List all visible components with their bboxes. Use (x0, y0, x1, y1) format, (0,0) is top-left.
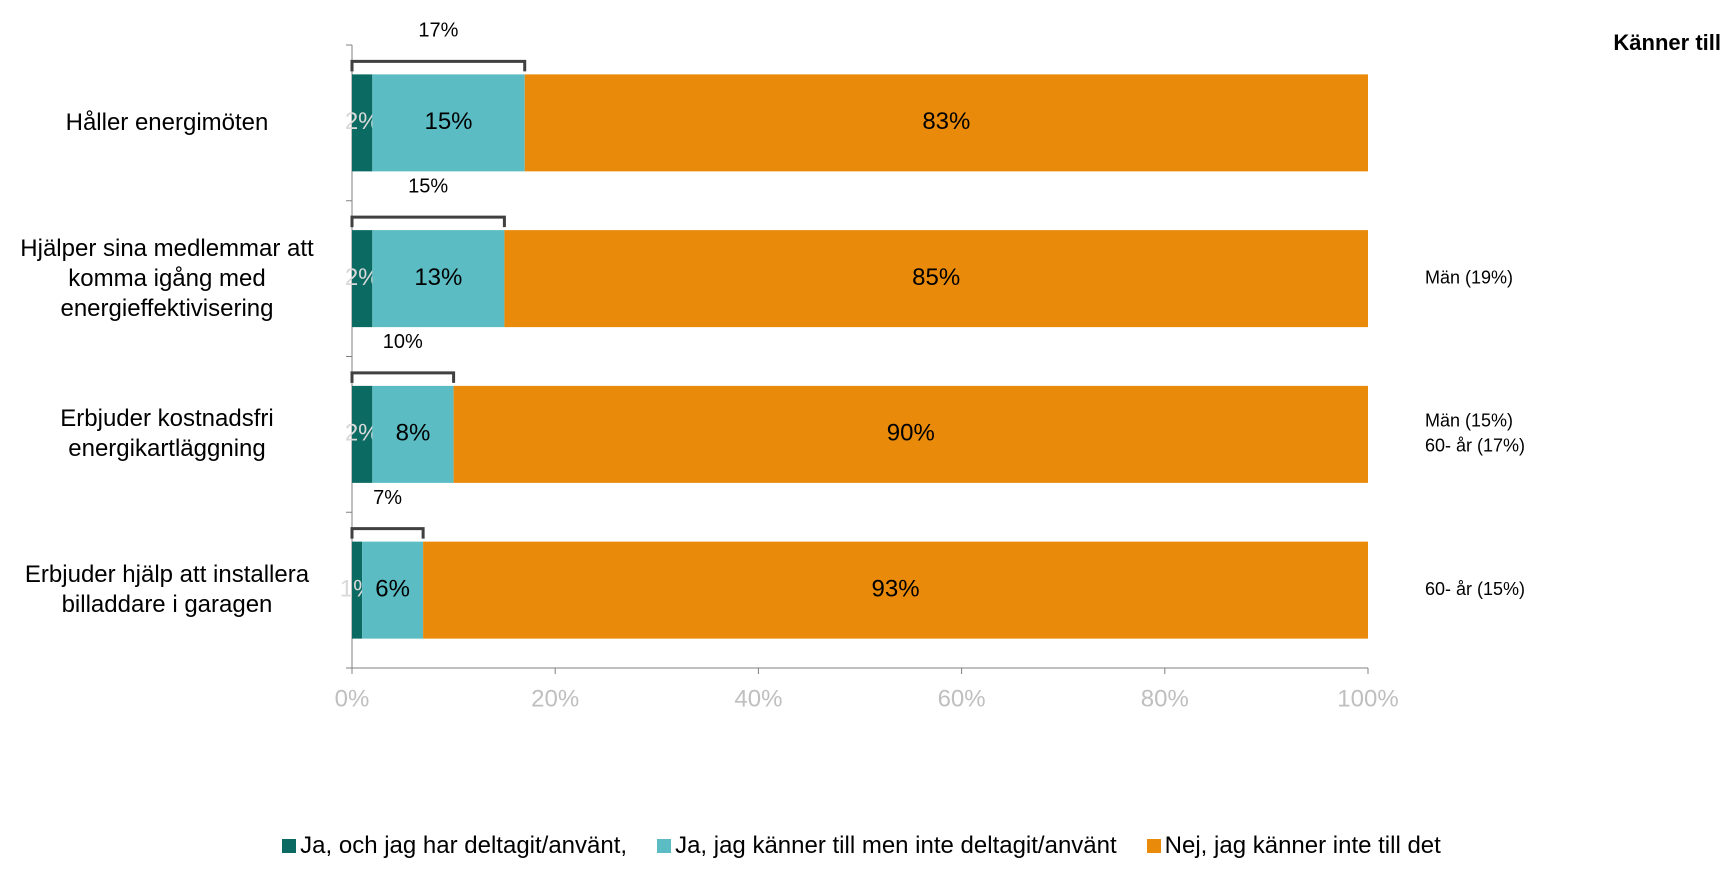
side-note: Män (15%) (1425, 411, 1513, 431)
legend-item: Ja, jag känner till men inte deltagit/an… (657, 832, 1117, 860)
total-bracket (350, 59, 527, 72)
legend-swatch (657, 839, 672, 853)
category-label: Erbjuder hjälp att installera billaddare… (24, 561, 310, 619)
legend-item: Nej, jag känner inte till det (1146, 832, 1441, 860)
bar-segment (352, 74, 373, 172)
bar-segment (423, 541, 1368, 639)
category-label: Håller energimöten (65, 108, 269, 136)
legend-label: Nej, jag känner inte till det (1164, 832, 1441, 859)
legend-item: Ja, och jag har deltagit/använt, (282, 832, 627, 860)
total-label: 7% (373, 487, 402, 509)
value-label: 85% (912, 264, 960, 291)
value-label: 8% (396, 420, 431, 447)
bar-segment (372, 385, 454, 483)
value-label: 13% (414, 264, 462, 291)
value-label: 83% (922, 108, 970, 135)
total-label: 15% (408, 175, 448, 197)
x-tick-label: 20% (531, 685, 579, 712)
value-label: 6% (375, 575, 410, 602)
total-bracket (350, 215, 506, 228)
side-note: 60- år (17%) (1425, 436, 1525, 456)
total-label: 10% (383, 331, 423, 353)
legend-label: Ja, och jag har deltagit/använt, (300, 832, 628, 859)
x-tick-label: 60% (938, 685, 986, 712)
value-label: 90% (887, 420, 935, 447)
legend-swatch (282, 839, 297, 853)
bar-segment (352, 541, 363, 639)
total-bracket (350, 527, 425, 539)
bar-segment (352, 230, 373, 328)
value-label: 93% (872, 575, 920, 602)
bar-segment (372, 230, 505, 328)
x-tick-label: 0% (335, 685, 370, 712)
value-label: 15% (424, 108, 472, 135)
bar-segment (524, 74, 1368, 172)
bar-segment (372, 74, 525, 172)
side-title: Känner till (1613, 30, 1721, 55)
x-tick-label: 100% (1337, 685, 1398, 712)
category-label: Erbjuder kostnadsfri energikartläggning (60, 405, 274, 463)
legend-swatch (1146, 839, 1161, 853)
x-tick-label: 80% (1141, 685, 1189, 712)
total-bracket (350, 371, 456, 383)
side-note: Män (19%) (1425, 267, 1513, 287)
bar-segment (504, 230, 1368, 328)
bar-segment (362, 541, 424, 639)
legend: Ja, och jag har deltagit/använt, Ja, jag … (0, 832, 1723, 860)
total-label: 17% (418, 20, 458, 42)
bar-segment (352, 385, 373, 483)
side-note: 60- år (15%) (1425, 579, 1525, 599)
bar-segment (453, 385, 1369, 483)
x-tick-label: 40% (734, 685, 782, 712)
category-label: Hjälper sina medlemmar att komma igång m… (20, 234, 314, 322)
legend-label: Ja, jag känner till men inte deltagit/an… (675, 832, 1117, 859)
